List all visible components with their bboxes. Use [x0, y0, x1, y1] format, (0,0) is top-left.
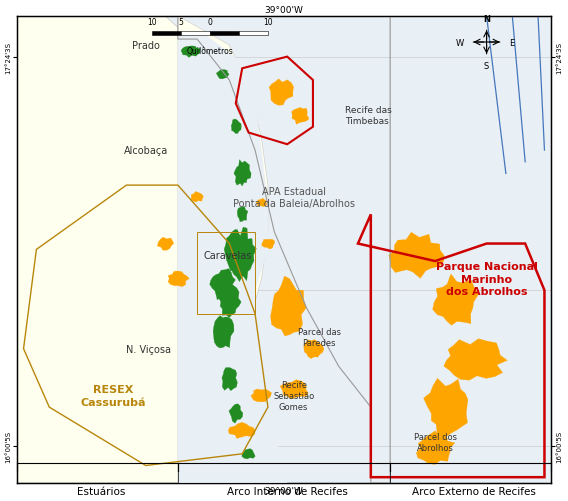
- Polygon shape: [191, 192, 203, 203]
- Text: Estuários: Estuários: [77, 486, 125, 496]
- Polygon shape: [270, 277, 306, 336]
- Polygon shape: [256, 199, 267, 207]
- Text: RESEX
Cassurubá: RESEX Cassurubá: [81, 384, 147, 407]
- Text: Parcel das
Paredes: Parcel das Paredes: [298, 327, 341, 347]
- Polygon shape: [262, 240, 275, 249]
- Polygon shape: [222, 368, 237, 391]
- Polygon shape: [178, 34, 287, 483]
- Text: Parcel dos
Abrolhos: Parcel dos Abrolhos: [414, 432, 457, 452]
- X-axis label: 39°00'W: 39°00'W: [265, 486, 303, 495]
- Text: 10: 10: [147, 18, 157, 27]
- Polygon shape: [242, 449, 255, 459]
- Text: N. Viçosa: N. Viçosa: [127, 344, 172, 354]
- Text: Caravelas: Caravelas: [203, 250, 252, 261]
- Polygon shape: [231, 120, 241, 134]
- Polygon shape: [424, 379, 468, 438]
- Text: 0: 0: [208, 18, 212, 27]
- Text: W: W: [456, 39, 464, 48]
- Polygon shape: [292, 108, 309, 125]
- Polygon shape: [237, 207, 248, 222]
- Text: Parque Nacional
Marinho
dos Abrolhos: Parque Nacional Marinho dos Abrolhos: [436, 262, 537, 297]
- Bar: [197, 232, 255, 314]
- Text: N: N: [483, 15, 490, 24]
- Polygon shape: [229, 404, 243, 423]
- Polygon shape: [178, 17, 281, 483]
- Polygon shape: [389, 232, 444, 279]
- Text: Prado: Prado: [132, 41, 160, 51]
- Text: 5: 5: [179, 18, 183, 27]
- Polygon shape: [269, 80, 294, 106]
- Polygon shape: [157, 237, 174, 250]
- Polygon shape: [216, 70, 229, 80]
- Polygon shape: [218, 286, 241, 318]
- Polygon shape: [251, 389, 272, 402]
- Polygon shape: [444, 339, 507, 380]
- Polygon shape: [210, 269, 236, 301]
- Text: Recife
Sebastião
Gomes: Recife Sebastião Gomes: [273, 380, 314, 411]
- Bar: [181, 32, 210, 36]
- Text: 10: 10: [263, 18, 273, 27]
- Text: S: S: [484, 62, 489, 71]
- Polygon shape: [234, 160, 251, 186]
- Text: E: E: [509, 39, 515, 48]
- Text: APA Estadual
Ponta da Baleia/Abrolhos: APA Estadual Ponta da Baleia/Abrolhos: [233, 186, 354, 208]
- Polygon shape: [181, 47, 201, 58]
- Polygon shape: [433, 275, 479, 326]
- Title: 39°00'W: 39°00'W: [265, 6, 303, 15]
- Polygon shape: [227, 227, 256, 282]
- Text: Recife das
Timbebas: Recife das Timbebas: [345, 106, 392, 126]
- Bar: [152, 32, 181, 36]
- Polygon shape: [416, 431, 455, 464]
- Text: Quilômetros: Quilômetros: [187, 47, 233, 56]
- Polygon shape: [280, 380, 308, 399]
- Polygon shape: [228, 422, 255, 438]
- Text: Alcobaça: Alcobaça: [124, 146, 168, 156]
- Polygon shape: [304, 340, 324, 359]
- Bar: [239, 32, 268, 36]
- Polygon shape: [17, 17, 268, 483]
- Polygon shape: [168, 272, 189, 287]
- Bar: [210, 32, 239, 36]
- Text: Arco Interno de Recifes: Arco Interno de Recifes: [227, 486, 348, 496]
- Polygon shape: [224, 230, 248, 272]
- Polygon shape: [213, 316, 234, 348]
- Text: Arco Externo de Recifes: Arco Externo de Recifes: [412, 486, 536, 496]
